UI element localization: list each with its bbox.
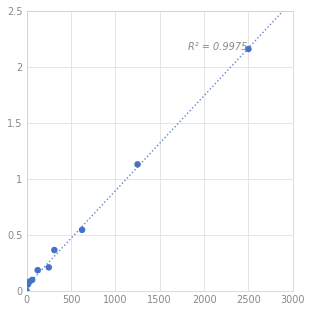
Text: R² = 0.9975: R² = 0.9975	[188, 42, 247, 52]
Point	[135, 162, 140, 167]
Point	[246, 46, 251, 51]
Point	[52, 247, 57, 252]
Point	[27, 279, 32, 284]
Point	[26, 282, 31, 287]
Point	[30, 277, 35, 282]
Point	[35, 268, 40, 273]
Point	[24, 288, 29, 293]
Point	[80, 227, 85, 232]
Point	[46, 265, 51, 270]
